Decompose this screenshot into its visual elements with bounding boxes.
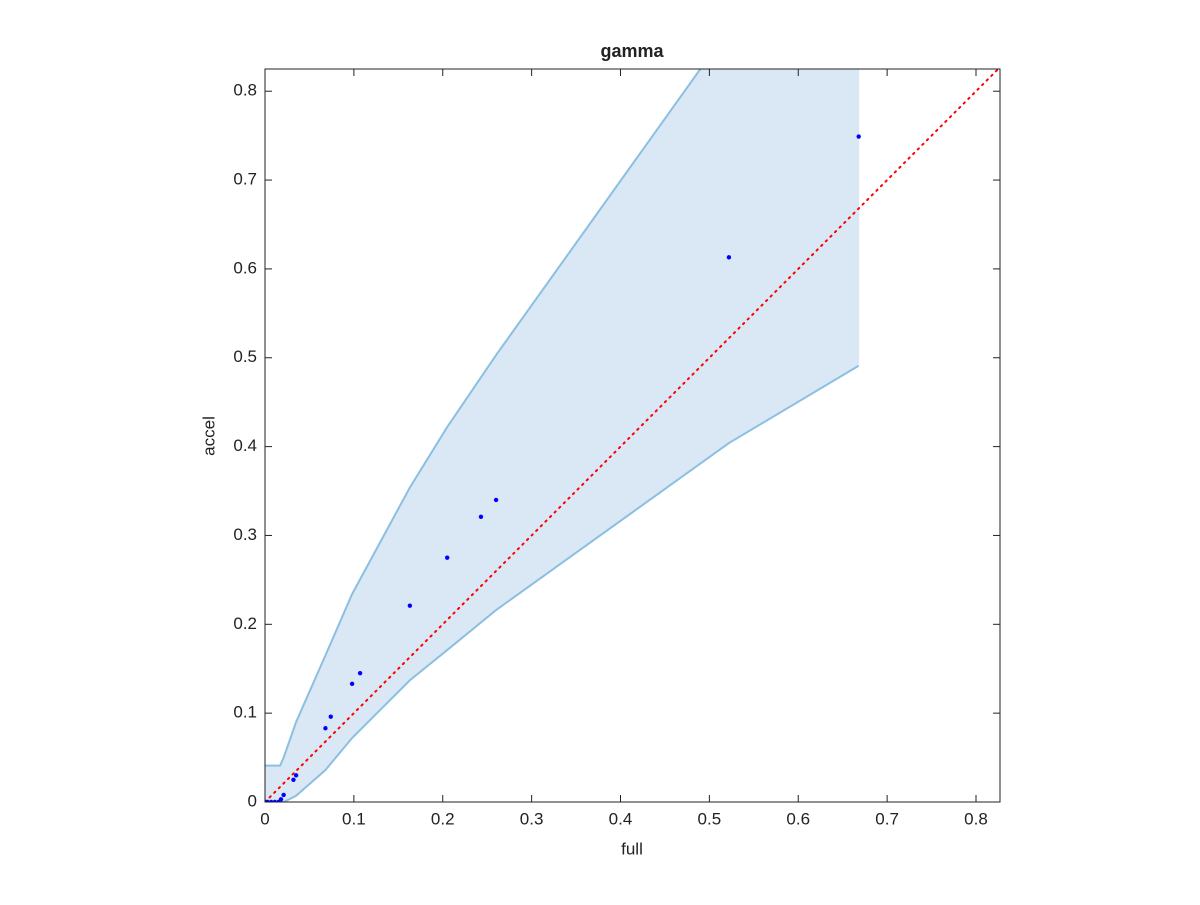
data-point [276,799,281,802]
data-point [291,777,296,782]
data-point [444,555,450,560]
y-axis-label: accel [199,416,218,456]
data-point [478,514,484,519]
y-tick-label: 0.4 [233,436,257,455]
chart-title: gamma [600,41,664,61]
x-tick-label: 0.1 [342,809,366,828]
y-tick-label: 0.1 [233,703,257,722]
x-tick-label: 0.8 [964,809,988,828]
data-point [323,726,328,731]
x-tick-label: 0 [260,809,269,828]
x-tick-label: 0.2 [431,809,455,828]
reference-diagonal [265,69,1000,802]
data-point [407,603,413,608]
y-tick-label: 0.7 [233,170,257,189]
data-point [281,792,286,798]
x-axis-label: full [621,839,643,858]
y-tick-label: 0.3 [233,525,257,544]
data-point [265,799,269,802]
band-lower [265,364,860,802]
data-point [856,134,861,139]
data-point [278,797,284,802]
plot-area [265,69,1000,802]
y-tick-label: 0.8 [233,81,257,100]
data-point [269,799,274,802]
y-tick-label: 0.6 [233,258,257,277]
x-tick-label: 0.4 [609,809,633,828]
data-point [293,773,299,778]
band-fill [265,69,859,802]
x-tick-label: 0.3 [520,809,544,828]
y-tick-label: 0 [248,791,257,810]
y-tick-label: 0.2 [233,614,257,633]
y-tick-label: 0.5 [233,347,257,366]
data-point [726,255,732,260]
x-tick-label: 0.6 [786,809,810,828]
data-point [357,670,363,676]
axes-box [264,68,1001,803]
data-point [493,497,499,503]
x-tick-label: 0.5 [698,809,722,828]
band-upper [265,69,702,767]
data-point [328,714,333,719]
data-point [349,681,355,687]
x-tick-label: 0.7 [875,809,899,828]
data-point [272,799,277,802]
